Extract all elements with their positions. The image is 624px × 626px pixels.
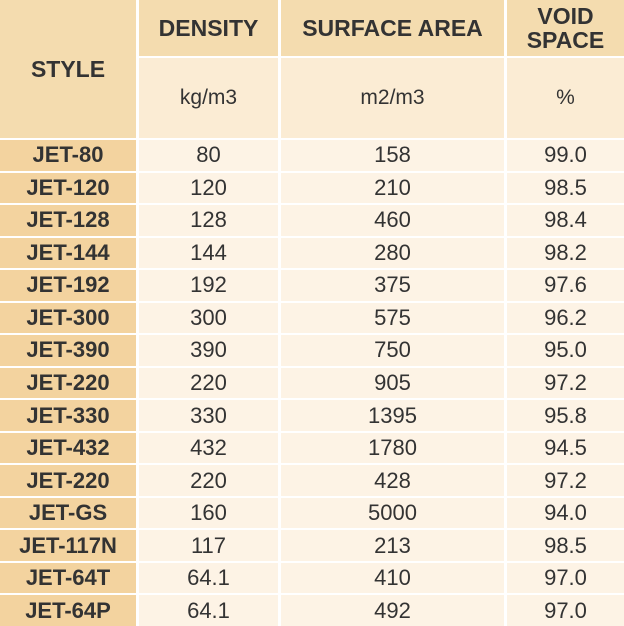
style-cell: JET-80 bbox=[0, 140, 136, 171]
style-cell: JET-64T bbox=[0, 562, 136, 594]
style-cell: JET-300 bbox=[0, 302, 136, 334]
value-cell: 460 bbox=[281, 205, 504, 236]
style-cell: JET-GS bbox=[0, 497, 136, 529]
value-cell: 330 bbox=[139, 400, 278, 431]
value-cell: 160 bbox=[139, 497, 278, 529]
style-header: STYLE bbox=[0, 0, 136, 138]
value-cell: 95.8 bbox=[507, 400, 624, 431]
style-cell: JET-192 bbox=[0, 270, 136, 301]
value-cell: 1395 bbox=[281, 400, 504, 431]
value-cell: 144 bbox=[139, 237, 278, 269]
value-cell: 432 bbox=[139, 432, 278, 464]
value-cell: 98.4 bbox=[507, 205, 624, 236]
style-cell: JET-120 bbox=[0, 172, 136, 204]
style-cell: JET-128 bbox=[0, 205, 136, 236]
value-cell: 210 bbox=[281, 172, 504, 204]
value-cell: 428 bbox=[281, 465, 504, 496]
column-title: VOID SPACE bbox=[507, 0, 624, 56]
value-cell: 750 bbox=[281, 335, 504, 366]
value-cell: 390 bbox=[139, 335, 278, 366]
style-cell: JET-64P bbox=[0, 595, 136, 626]
style-cell: JET-330 bbox=[0, 400, 136, 431]
value-cell: 97.2 bbox=[507, 465, 624, 496]
value-cell: 905 bbox=[281, 367, 504, 399]
style-cell: JET-117N bbox=[0, 530, 136, 561]
column-unit: m2/m3 bbox=[281, 58, 504, 138]
value-cell: 280 bbox=[281, 237, 504, 269]
value-cell: 213 bbox=[281, 530, 504, 561]
value-cell: 94.0 bbox=[507, 497, 624, 529]
value-cell: 97.6 bbox=[507, 270, 624, 301]
value-cell: 492 bbox=[281, 595, 504, 626]
value-cell: 192 bbox=[139, 270, 278, 301]
value-cell: 120 bbox=[139, 172, 278, 204]
column-unit: % bbox=[507, 58, 624, 138]
value-cell: 97.2 bbox=[507, 367, 624, 399]
value-cell: 220 bbox=[139, 465, 278, 496]
value-cell: 575 bbox=[281, 302, 504, 334]
value-cell: 94.5 bbox=[507, 432, 624, 464]
value-cell: 410 bbox=[281, 562, 504, 594]
style-cell: JET-220 bbox=[0, 367, 136, 399]
style-cell: JET-220 bbox=[0, 465, 136, 496]
value-cell: 220 bbox=[139, 367, 278, 399]
value-cell: 97.0 bbox=[507, 562, 624, 594]
value-cell: 375 bbox=[281, 270, 504, 301]
value-cell: 64.1 bbox=[139, 595, 278, 626]
value-cell: 300 bbox=[139, 302, 278, 334]
value-cell: 98.5 bbox=[507, 530, 624, 561]
value-cell: 80 bbox=[139, 140, 278, 171]
style-cell: JET-390 bbox=[0, 335, 136, 366]
column-title: SURFACE AREA bbox=[281, 0, 504, 56]
style-cell: JET-432 bbox=[0, 432, 136, 464]
value-cell: 95.0 bbox=[507, 335, 624, 366]
value-cell: 98.2 bbox=[507, 237, 624, 269]
style-cell: JET-144 bbox=[0, 237, 136, 269]
value-cell: 97.0 bbox=[507, 595, 624, 626]
value-cell: 64.1 bbox=[139, 562, 278, 594]
value-cell: 1780 bbox=[281, 432, 504, 464]
column-title: DENSITY bbox=[139, 0, 278, 56]
value-cell: 96.2 bbox=[507, 302, 624, 334]
value-cell: 117 bbox=[139, 530, 278, 561]
value-cell: 158 bbox=[281, 140, 504, 171]
value-cell: 5000 bbox=[281, 497, 504, 529]
value-cell: 99.0 bbox=[507, 140, 624, 171]
value-cell: 128 bbox=[139, 205, 278, 236]
column-unit: kg/m3 bbox=[139, 58, 278, 138]
value-cell: 98.5 bbox=[507, 172, 624, 204]
